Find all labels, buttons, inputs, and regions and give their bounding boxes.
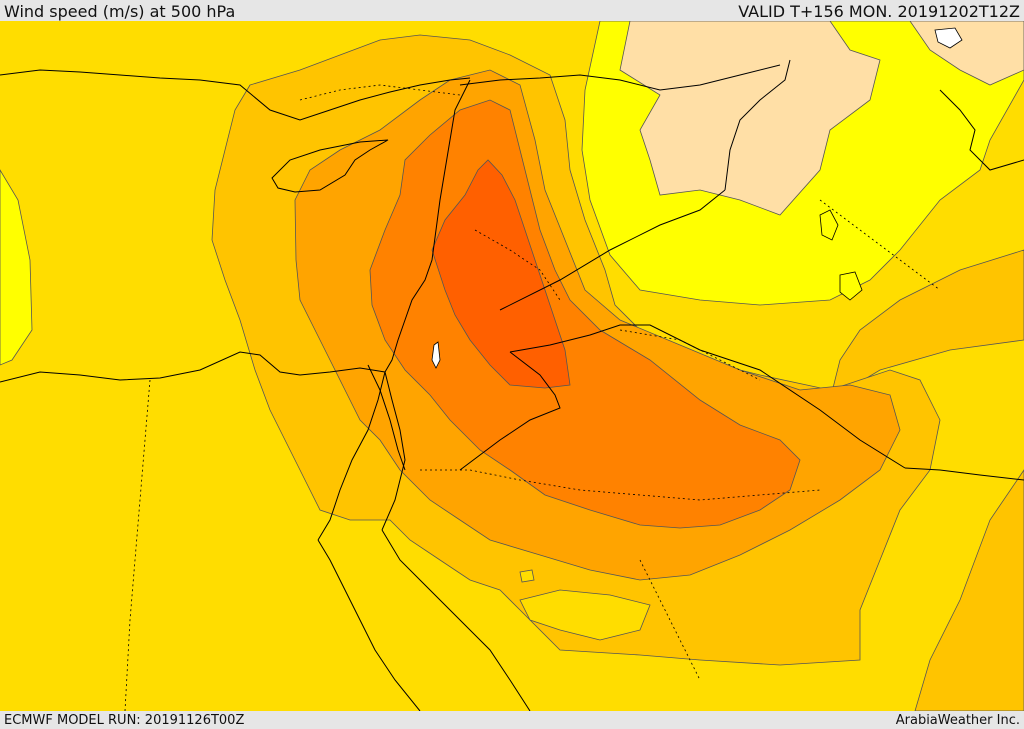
border-jordan-saudi	[509, 324, 906, 469]
band-amber-east	[829, 249, 1024, 401]
country-borders-solid	[367, 59, 1024, 481]
gold-hole-1	[519, 589, 651, 641]
red-sea-west-coast	[317, 539, 421, 711]
levant-coast	[384, 79, 471, 373]
border-syria	[474, 229, 561, 301]
coastlines	[0, 69, 1024, 711]
border-egypt-libya	[124, 379, 151, 711]
lake-urmia-small	[819, 209, 839, 241]
map-area	[0, 21, 1024, 711]
dead-sea	[431, 341, 441, 369]
red-sea-east-coast	[381, 529, 531, 711]
country-borders	[124, 84, 941, 711]
wind-speed-map	[0, 21, 1024, 711]
border-israel-egypt	[367, 364, 406, 471]
border-iraq-internal	[619, 329, 761, 381]
egypt-north-coast	[0, 351, 386, 383]
gulf-aqaba	[381, 371, 406, 531]
border-saudi-north	[420, 469, 821, 501]
border-turkey-internal	[299, 84, 461, 101]
footer-bar	[0, 711, 1024, 729]
cyprus-outline	[271, 139, 389, 193]
border-iran-internal	[819, 199, 941, 291]
turkey-south-coast	[0, 69, 471, 121]
border-syria-iraq	[499, 189, 726, 311]
caspian-fragment	[939, 89, 1024, 171]
lake-van	[934, 27, 963, 49]
band-orange-deep	[431, 159, 571, 389]
border-iraq-iran	[724, 59, 791, 191]
border-south-saudi	[639, 559, 701, 681]
band-bright-yellow-west	[0, 169, 33, 366]
gold-hole-2	[519, 569, 535, 583]
border-jordan-iraq	[459, 351, 561, 471]
map-title: Wind speed (m/s) at 500 hPa	[4, 2, 236, 21]
sinai-gulf-suez	[317, 371, 386, 541]
model-run-label: ECMWF MODEL RUN: 20191126T00Z	[4, 713, 245, 728]
border-kuwait	[904, 467, 1024, 481]
header-bar	[0, 0, 1024, 21]
valid-time-label: VALID T+156 MON. 20191202T12Z	[738, 2, 1020, 21]
lake-east-small	[839, 271, 863, 301]
provider-label: ArabiaWeather Inc.	[895, 713, 1020, 728]
calm-region-north	[619, 21, 881, 216]
band-amber-southeast	[914, 469, 1024, 711]
border-turkey-syria	[459, 64, 781, 91]
